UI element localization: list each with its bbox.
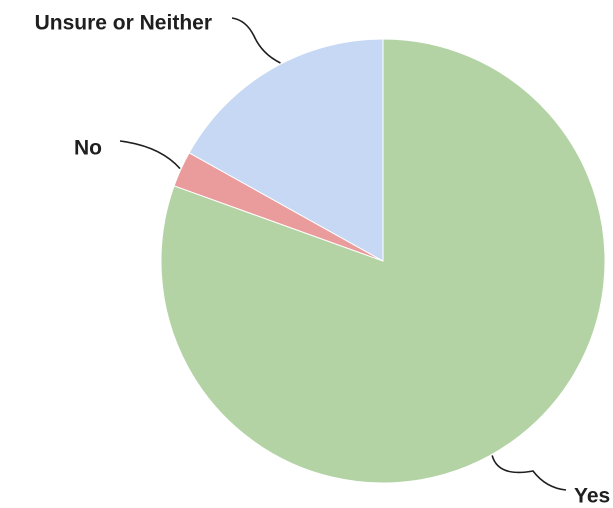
pie-slices [160, 38, 606, 484]
slice-label-unsure-or-neither: Unsure or Neither [35, 12, 212, 35]
slice-label-no: No [74, 137, 102, 160]
slice-labels: Yes No Unsure or Neither [35, 12, 611, 508]
leader-line-yes [491, 455, 567, 491]
leader-lines [119, 17, 567, 491]
slice-label-yes: Yes [574, 485, 610, 508]
pie-slice-unsure-or-neither [188, 38, 384, 262]
pie-slice-yes [160, 38, 606, 484]
leader-line-no [119, 140, 181, 170]
leader-line-unsure-or-neither [231, 17, 281, 64]
